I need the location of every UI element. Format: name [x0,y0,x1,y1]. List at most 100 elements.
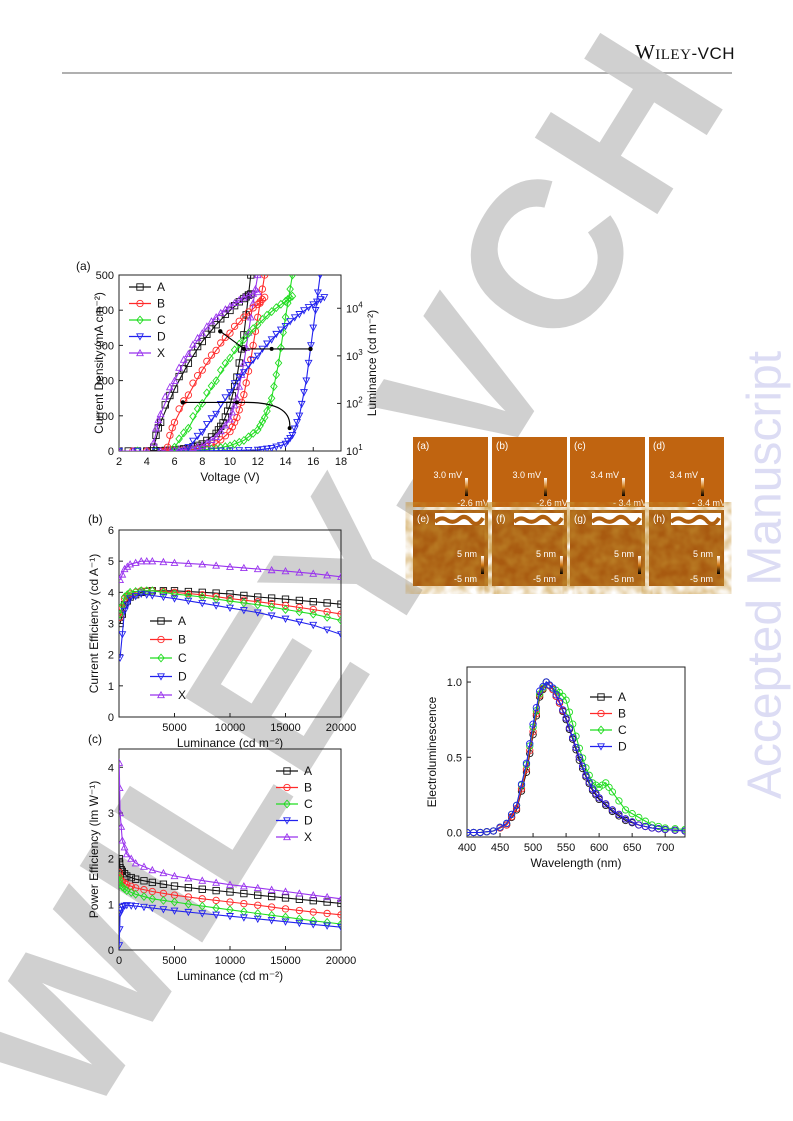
jvl-l-series-X-point [207,317,216,325]
jvl-l-series-X-point [161,392,170,400]
jvl-l-series-X-point [226,302,234,310]
jvl-j-series-C-point [265,400,274,410]
ce-series-A-point [337,600,341,608]
el-ytick-label: 1.0 [447,677,462,689]
pe-series-D-point [120,902,129,911]
ce-series-D-point [142,591,151,599]
jvl-l-series-B-line [167,296,266,448]
jvl-j-series-D-point [226,447,234,451]
jvl-xtick-label: 2 [116,456,122,468]
jvl-j-series-C-point [260,413,269,423]
jvl-l-series-X-point [202,322,211,330]
ce-legend-marker-C [157,653,165,663]
jvl-l-series-C-point [288,291,297,301]
pe-series-D-line [119,904,341,946]
afm-max-label: 3.4 mV [669,470,698,480]
el-series-D-point [681,827,685,835]
el-xtick-label: 500 [524,842,542,854]
ce-series-C-point [123,590,132,600]
jvl-l-series-B-point [230,322,239,330]
ce-series-B-point [281,601,290,610]
jvl-j-series-D-point [235,447,244,451]
pe-xlabel: Luminance (cd m⁻²) [177,969,283,983]
ce-series-X-point [212,561,221,569]
el-series-D-point [507,810,516,819]
publisher-logo: Wiley-VCH [635,40,735,65]
pe-series-X-point [295,889,304,897]
ce-series-X-point [239,563,248,572]
pe-panel-label: (c) [88,732,102,746]
afm-colorbar [701,478,704,496]
jvl-l-series-B-point [244,308,253,316]
pe-ytick-label: 0 [108,945,114,957]
el-series-D-point [552,691,560,699]
el-series-D-point [517,780,526,788]
ce-panel-label: (b) [88,512,103,526]
jvl-l-series-X-point [179,355,188,363]
jvl-j-series-B-point [258,285,267,293]
jvl-j-series-B-point [212,440,220,448]
jvl-l-series-X [149,287,262,446]
jvl-legend-marker-A [136,283,144,291]
el-series-D-point [635,821,643,829]
jvl-arrow-dot-3 [234,400,239,405]
jvl-l-series-X-point [152,424,160,432]
jvl-l-series-D-point [193,432,202,441]
pe-series-D-point [323,922,332,930]
jvl-l-series-A-point [226,306,234,315]
afm-panel-label: (f) [496,514,505,525]
afm-colorbar [717,556,720,574]
jvl-l-series-X-point [175,363,184,371]
afm-max-label: 5 nm [457,549,477,559]
publisher-sub: -VCH [691,44,735,63]
jvl-l-series-C-point [267,307,276,317]
ce-series-D-point [337,631,341,639]
jvl-l-series-X-point [156,409,165,418]
jvl-j-series-B-point [221,432,230,440]
ce-legend-label-X: X [178,688,186,702]
ce-ytick-label: 0 [108,712,114,724]
jvl-j-series-D-point [302,377,311,385]
jvl-j-series-C-point [274,358,283,368]
el-xtick-label: 600 [590,842,608,854]
ce-series-X-point [123,562,132,570]
jvl-l-series-B-point [240,313,248,321]
jvl-xtick-label: 16 [307,456,319,468]
jvl-xtick-label: 4 [144,456,150,468]
pe-series-X-point [127,854,136,862]
jvl-l-series-C-point [284,294,292,304]
jvl-l-series-D-point [263,340,271,348]
jvl-l-series-B-point [258,295,267,304]
jvl-j-series-X-point [212,432,221,441]
jvl-xtick-label: 10 [224,456,236,468]
jvl-arrow-dot-1 [269,346,274,351]
jvl-j-series-X-point [184,444,192,451]
afm-min-label: -5 nm [454,574,477,584]
pe-series-D-point [148,904,157,913]
pe-xtick-label: 5000 [162,955,186,967]
ce-ytick-label: 6 [108,525,114,537]
jvl-ylabel: Current Density (mA cm⁻²) [92,292,106,434]
pe-series-C-point [240,907,248,917]
jvl-l-series-X-point [198,328,207,337]
ce-series-C-point [184,590,193,600]
ce-legend-label-B: B [178,633,186,647]
pe-xtick-label: 10000 [215,955,246,967]
ce-series-A-point [254,593,262,601]
pe-series-D-point [119,903,127,911]
el-series-D-point [572,743,580,752]
jvl-l-series-X-point [189,340,197,348]
jvl-l-series-D-point [312,298,321,306]
jvl-l-series-D-point [244,362,253,370]
pe-series-X-point [119,836,127,844]
jvl-j-series-D-point [293,419,302,427]
jvl-l-series-C-point [235,339,244,349]
pe-series-A-point [226,888,234,896]
ce-series-C-point [281,604,290,614]
pe-series-D-point [253,915,262,924]
pe-series-X-point [119,822,126,830]
ce-ytick-label: 4 [108,587,114,599]
